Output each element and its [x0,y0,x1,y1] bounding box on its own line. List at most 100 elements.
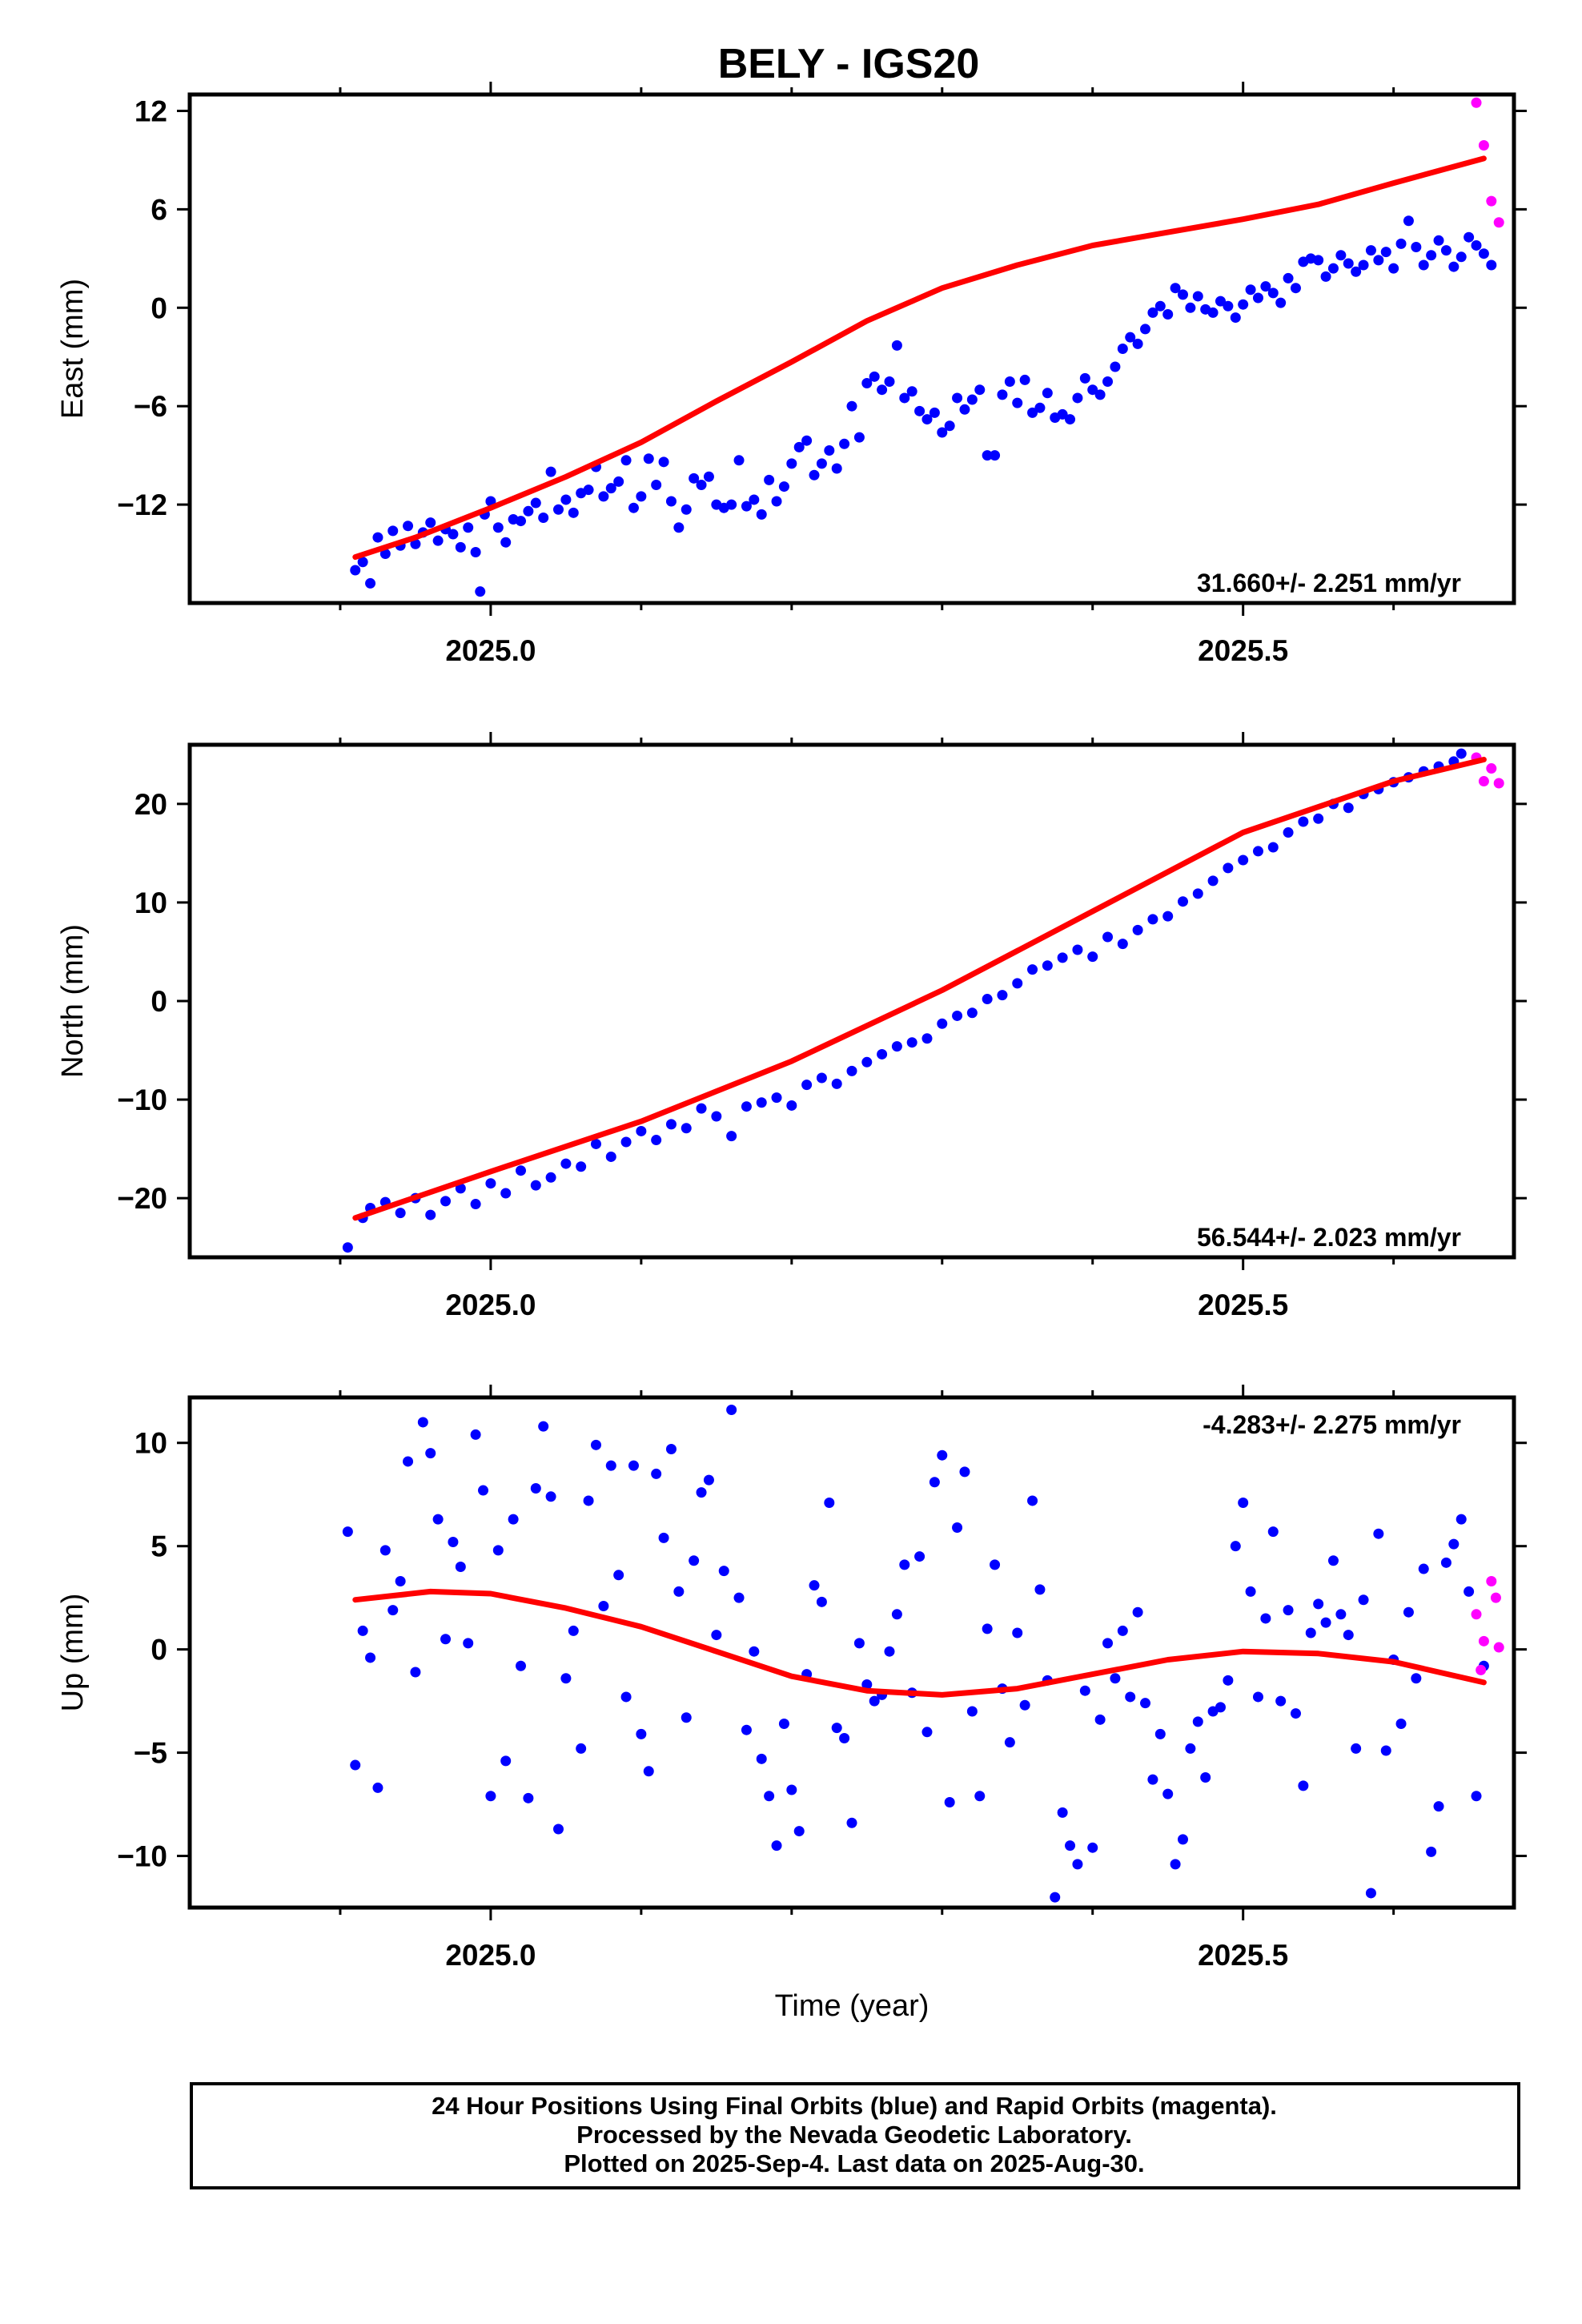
data-point [530,1482,541,1494]
fit-line [352,155,1487,561]
data-point [990,450,1001,461]
data-point [605,1151,616,1162]
data-point [440,1196,452,1207]
data-point [1094,389,1106,400]
data-point [1185,1743,1196,1754]
data-point [741,501,752,512]
data-point [733,455,745,466]
footer-line-3: Plotted on 2025-Sep-4. Last data on 2025… [564,2149,1145,2177]
y-axis-label: Up (mm) [56,1594,90,1712]
y-tick-label: 10 [135,1427,167,1460]
data-point [1493,778,1504,789]
data-point [899,1559,910,1570]
data-point [1388,263,1399,274]
data-point [914,1551,926,1562]
data-point [1170,1859,1181,1870]
data-point [425,517,436,529]
data-point [966,1007,978,1019]
final-orbit-series [342,748,1467,1253]
data-point [937,1018,948,1029]
data-point [1464,1586,1475,1597]
data-point [500,1755,512,1767]
plot-frame [187,742,1516,1260]
data-point [357,1625,368,1636]
data-point [771,1840,782,1852]
data-point [824,1498,835,1509]
data-point [786,458,797,469]
data-point [530,1180,541,1191]
data-point [1207,307,1219,318]
rate-annotation: -4.283+/- 2.275 mm/yr [1203,1410,1461,1439]
plot-frame [187,1395,1516,1910]
data-point [1476,1664,1487,1675]
data-point [1057,952,1068,963]
data-point [952,1522,963,1533]
data-point [982,994,993,1005]
data-point [1290,1708,1301,1719]
data-point [1433,1801,1444,1812]
data-point [1042,388,1053,399]
data-point [1125,1691,1136,1703]
data-point [952,392,963,404]
data-point [764,474,775,485]
data-point [1395,238,1407,249]
data-point [1162,911,1174,922]
data-point [1380,1745,1391,1756]
data-point [1313,813,1324,824]
data-point [425,1448,436,1459]
data-point [403,521,414,532]
x-tick-label: 2025.5 [1198,1289,1288,1321]
data-point [1117,1625,1128,1636]
data-point [1298,816,1309,827]
data-point [417,1417,428,1428]
data-point [1252,846,1263,857]
data-point [982,450,993,461]
data-point [824,445,835,456]
data-point [372,532,383,543]
data-point [906,1037,917,1048]
data-point [756,1097,767,1108]
data-point [974,384,986,396]
data-point [350,565,361,576]
data-layer [342,1404,1504,1903]
data-point [1230,312,1241,324]
data-point [1147,914,1158,925]
data-point [1456,251,1467,263]
data-point [1283,272,1294,283]
data-point [1290,283,1301,294]
data-point [1260,281,1271,292]
data-point [470,1429,481,1440]
data-point [1238,1498,1249,1509]
data-point [1132,1606,1143,1618]
data-point [952,1010,963,1021]
data-point [1313,255,1324,266]
data-point [1260,1613,1271,1624]
data-point [1087,384,1098,396]
data-point [1440,1557,1452,1568]
data-point [861,378,873,389]
data-point [1433,235,1444,246]
data-point [1215,1702,1226,1713]
data-point [516,516,526,527]
data-point [1079,1685,1090,1696]
data-point [1411,242,1422,252]
data-point [1493,1642,1504,1653]
data-point [440,1634,452,1645]
data-point [801,1080,813,1091]
data-point [1027,407,1038,418]
data-point [475,586,486,597]
data-point [1471,97,1482,108]
data-point [387,525,399,537]
data-point [929,1477,940,1488]
data-point [937,1449,948,1461]
data-point [966,1706,978,1717]
data-point [1079,372,1090,384]
data-point [778,481,789,493]
data-point [583,485,594,496]
data-point [1267,842,1279,853]
data-point [636,1728,647,1739]
data-point [1072,1859,1083,1870]
data-point [1178,896,1188,907]
data-point [733,1592,745,1603]
data-point [485,1791,496,1802]
